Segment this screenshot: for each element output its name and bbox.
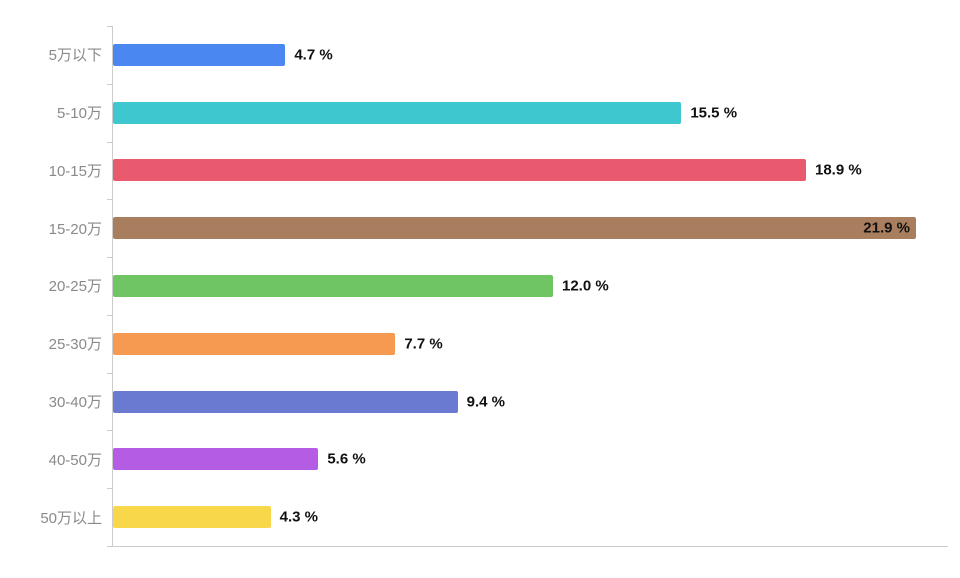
bar-track: 4.7 % xyxy=(112,26,960,84)
bar-track: 15.5 % xyxy=(112,84,960,142)
value-label: 18.9 % xyxy=(815,161,862,179)
bar-segment xyxy=(113,332,396,355)
category-label: 25-30万 xyxy=(48,336,102,354)
bar-segment xyxy=(113,159,806,182)
value-label: 15.5 % xyxy=(690,104,738,122)
bar-track: 12.0 % xyxy=(112,257,960,315)
category-label: 30-40万 xyxy=(48,394,102,412)
chart-row: 10-15万 18.9 % xyxy=(0,142,960,200)
chart-row: 5-10万 15.5 % xyxy=(0,84,960,142)
category-label: 15-20万 xyxy=(48,220,102,238)
chart-row: 25-30万 7.7 % xyxy=(0,315,960,373)
y-axis-tick xyxy=(107,373,112,374)
chart-row: 30-40万 9.4 % xyxy=(0,373,960,431)
category-label: 5-10万 xyxy=(56,105,102,123)
y-axis-tick xyxy=(107,488,112,489)
bar-track: 5.6 % xyxy=(112,430,960,488)
y-axis-tick xyxy=(107,546,112,547)
y-axis-tick xyxy=(107,142,112,143)
bar-track: 21.9 % xyxy=(112,199,960,257)
category-label: 20-25万 xyxy=(48,278,102,296)
y-axis-line xyxy=(112,26,113,546)
y-axis-tick xyxy=(107,257,112,258)
category-label: 40-50万 xyxy=(48,451,102,469)
bar-segment xyxy=(113,101,682,124)
bar-segment xyxy=(113,217,916,240)
bar-track: 4.3 % xyxy=(112,488,960,546)
y-axis-tick xyxy=(107,315,112,316)
chart-row: 5万以下 4.7 % xyxy=(0,26,960,84)
bar-track: 7.7 % xyxy=(112,315,960,373)
bar-segment xyxy=(113,506,271,529)
bar-segment xyxy=(113,448,319,471)
y-axis-tick xyxy=(107,199,112,200)
plot-area: 5万以下 4.7 % 5-10万 15.5 % 10-15万 18.9 % 15-20万 21… xyxy=(0,26,960,547)
bar-track: 18.9 % xyxy=(112,142,960,200)
bar-segment xyxy=(113,390,458,413)
bar-track: 9.4 % xyxy=(112,373,960,431)
chart-row: 15-20万 21.9 % xyxy=(0,199,960,257)
x-axis-line xyxy=(112,546,948,547)
y-axis-tick xyxy=(107,84,112,85)
value-label: 4.3 % xyxy=(279,508,319,526)
chart-row: 20-25万 12.0 % xyxy=(0,257,960,315)
value-label: 5.6 % xyxy=(327,450,366,468)
chart-row: 40-50万 5.6 % xyxy=(0,430,960,488)
y-axis-tick xyxy=(107,26,112,27)
value-label: 7.7 % xyxy=(404,335,443,353)
y-axis-tick xyxy=(107,430,112,431)
value-label: 12.0 % xyxy=(562,277,609,295)
value-label: 21.9 % xyxy=(863,219,910,237)
category-label: 10-15万 xyxy=(48,162,102,180)
bar-segment xyxy=(113,43,286,66)
category-label: 5万以下 xyxy=(48,47,102,65)
chart-row: 50万以上 4.3 % xyxy=(0,488,960,546)
value-label: 9.4 % xyxy=(466,393,506,411)
category-label: 50万以上 xyxy=(40,509,102,527)
bar-segment xyxy=(113,274,553,297)
value-label: 4.7 % xyxy=(294,46,333,64)
